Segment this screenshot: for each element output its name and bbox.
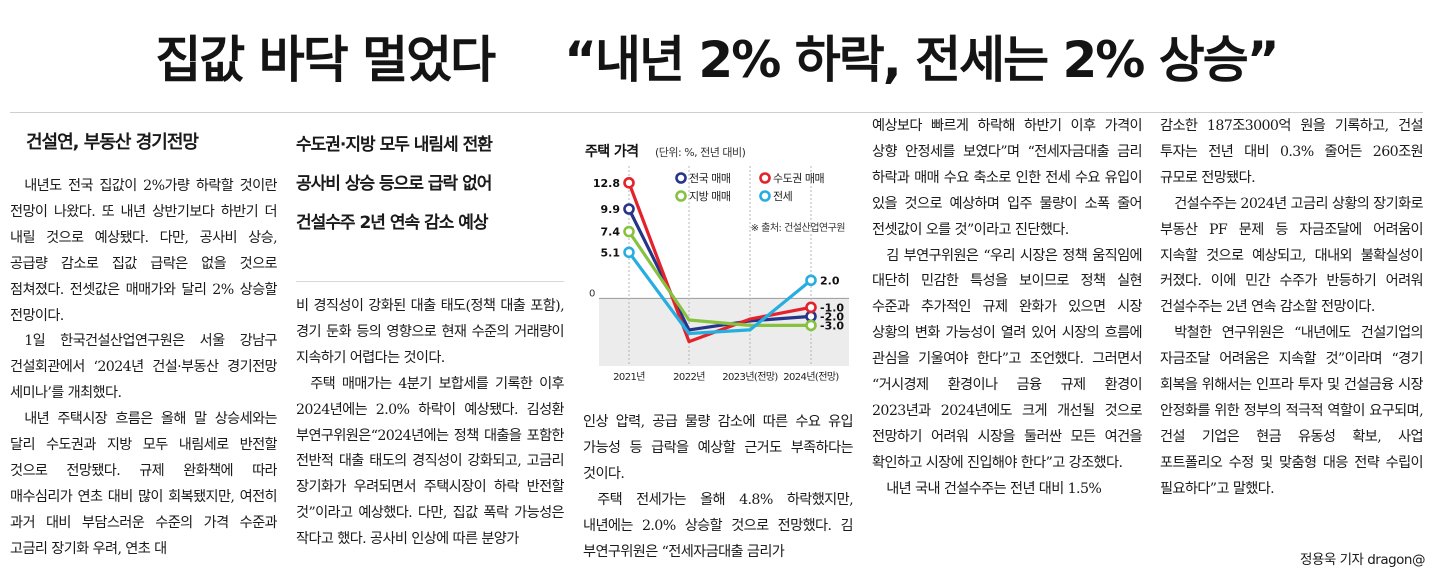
byline: 정용욱 기자 dragon@ <box>1294 548 1425 568</box>
headline: 집값 바닥 멀었다 “내년 2% 하락, 전세는 2% 상승” <box>0 4 1433 108</box>
data-label: -3.0 <box>820 319 844 332</box>
headline-rule <box>10 112 1423 113</box>
paragraph: 주택 매매가는 4분기 보합세를 기록한 이후 2024년에는 2.0% 하락이… <box>296 375 564 548</box>
paragraph: 감소한 187조3000억 원을 기록하고, 건설 투자는 전년 대비 0.3%… <box>1160 118 1423 186</box>
data-point <box>623 246 635 259</box>
section-subtitle: 건설연, 부동산 경기전망 <box>26 132 199 153</box>
legend-marker <box>759 190 771 202</box>
data-point <box>623 225 635 238</box>
series-line <box>627 251 813 336</box>
data-label: -1.0 <box>820 301 844 314</box>
column-2: 수도권·지방 모두 내림세 전환 공사비 상승 등으로 급락 없어 건설수주 2… <box>296 114 564 580</box>
paragraph: 내년도 전국 집값이 2%가량 하락할 것이란 전망이 나왔다. 또 내년 상반… <box>10 178 277 324</box>
paragraph: 건설수주는 2024년 고금리 상황의 장기화로 부동산 PF 문제 등 자금조… <box>1160 195 1423 316</box>
data-label: 9.9 <box>601 203 621 216</box>
legend-label: 전국 매매 <box>689 172 730 185</box>
legend-label: 지방 매매 <box>689 190 730 203</box>
zero-label: 0 <box>589 288 595 299</box>
data-label: 7.4 <box>601 226 621 239</box>
subheads: 수도권·지방 모두 내림세 전환 공사비 상승 등으로 급락 없어 건설수주 2… <box>296 126 564 243</box>
legend-marker <box>675 172 687 184</box>
price-chart-svg: 0 2021년 2022년 2023년(전망) 2024년(전망) 주택 가격 (단위: %… <box>585 143 849 383</box>
chart-unit: (단위: %, 전년 대비) <box>655 146 746 159</box>
paragraph: 김 부연구위원은 “우리 시장은 정책 움직임에 대단히 민감한 특성을 보이므… <box>872 247 1142 471</box>
data-label: 12.8 <box>593 177 620 190</box>
data-label: -2.0 <box>820 310 844 323</box>
paragraph: 내년 국내 건설수주는 전년 대비 1.5% <box>886 480 1102 497</box>
paragraph: 박철한 연구위원은 “내년에도 건설기업의 자금조달 어려움은 지속할 것”이라… <box>1160 325 1423 497</box>
legend-label: 수도권 매매 <box>773 172 824 185</box>
paragraph: 1일 한국건설산업연구원은 서울 강남구 건설회관에서 ‘2024년 건설·부동… <box>10 333 277 402</box>
series-line <box>627 230 811 327</box>
data-point <box>623 177 635 189</box>
price-chart: 0 2021년 2022년 2023년(전망) 2024년(전망) 주택 가격 (단위: %… <box>583 128 855 400</box>
data-label: 5.1 <box>601 246 621 259</box>
data-point <box>805 319 817 332</box>
paragraph: 비 경직성이 강화된 대출 태도(정책 대출 포함), 경기 둔화 등의 영향으… <box>296 298 564 366</box>
subhead-divider <box>296 281 564 282</box>
legend-marker <box>759 172 771 184</box>
data-label: 2.0 <box>820 274 840 287</box>
data-point <box>623 203 635 215</box>
data-point <box>805 301 817 314</box>
paragraph: 내년 주택시장 흐름은 올해 말 상승세와는 달리 수도권과 지방 모두 내림세… <box>10 411 277 557</box>
x-tick-label: 2024년(전망) <box>783 371 839 383</box>
column-3: 인상 압력, 공급 물량 감소에 따른 수요 유입 가능성 등 급락을 예상할 … <box>583 410 853 580</box>
paragraph: 인상 압력, 공급 물량 감소에 따른 수요 유입 가능성 등 급락을 예상할 … <box>583 414 853 482</box>
column-5: 감소한 187조3000억 원을 기록하고, 건설 투자는 전년 대비 0.3%… <box>1160 114 1423 580</box>
x-tick-label: 2023년(전망) <box>722 371 778 383</box>
column-1: 건설연, 부동산 경기전망 내년도 전국 집값이 2%가량 하락할 것이란 전망… <box>10 114 277 580</box>
paragraph: 예상보다 빠르게 하락해 하반기 이후 가격이 상향 안정세를 보였다”며 “전… <box>872 118 1142 238</box>
subhead: 수도권·지방 모두 내림세 전환 <box>296 135 493 155</box>
x-tick-label: 2021년 <box>613 371 645 383</box>
headline-quote: “내년 2% 하락, 전세는 2% 상승” <box>564 31 1280 89</box>
x-tick-label: 2022년 <box>673 371 705 383</box>
paragraph: 주택 전세가는 올해 4.8% 하락했지만, 내년에는 2.0% 상승할 것으로… <box>583 491 853 560</box>
chart-source: ※ 출처: 건설산업연구원 <box>751 221 846 234</box>
data-point <box>805 274 817 287</box>
legend-marker <box>675 190 687 202</box>
column-4: 예상보다 빠르게 하락해 하반기 이후 가격이 상향 안정세를 보였다”며 “전… <box>872 114 1142 580</box>
series-line <box>627 208 812 332</box>
chart-title: 주택 가격 <box>585 143 638 160</box>
data-point <box>805 310 817 323</box>
legend-label: 전세 <box>773 190 792 203</box>
subhead: 공사비 상승 등으로 급락 없어 <box>296 174 492 194</box>
subhead: 건설수주 2년 연속 감소 예상 <box>296 213 489 233</box>
headline-main: 집값 바닥 멀었다 <box>155 31 496 89</box>
